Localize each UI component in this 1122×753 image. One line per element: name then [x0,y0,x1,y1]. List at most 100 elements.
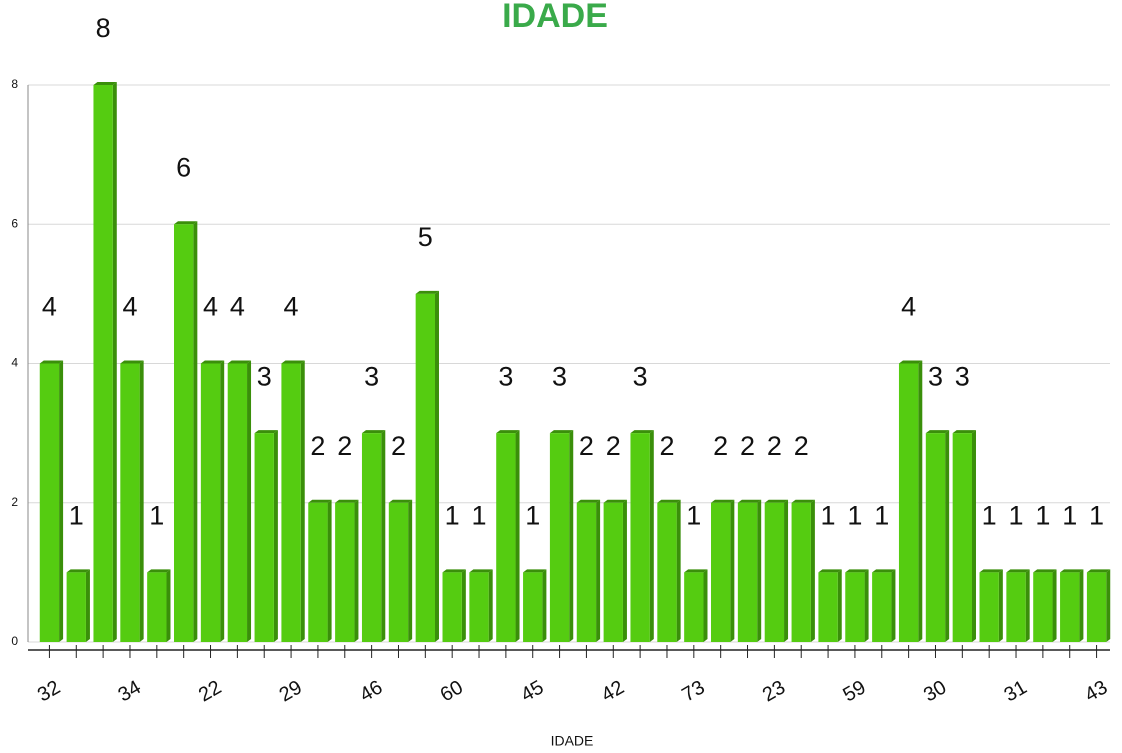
bar-top [93,82,117,85]
bar [657,502,677,642]
bar-side [1079,569,1084,642]
data-label: 1 [1035,501,1050,531]
data-label: 3 [364,361,379,391]
bar-top [66,569,90,573]
bar-top [576,499,601,503]
x-tick-label: 30 [920,676,950,706]
x-tick-label: 45 [517,676,547,706]
data-label: 2 [659,431,674,461]
bar [174,224,194,642]
bar-side [649,430,654,642]
bar [549,433,570,642]
bar-top [442,569,466,573]
bar-side [247,360,252,642]
bar-top [361,430,386,434]
bar [630,433,650,642]
bar [764,502,785,642]
data-label: 8 [96,13,111,43]
bar [335,502,355,642]
bar-top [227,360,252,364]
bar [523,572,543,642]
data-label: 3 [955,361,970,391]
data-label: 2 [606,431,621,461]
bar [711,502,731,642]
bar [845,572,865,642]
bar [66,572,86,642]
bar [200,363,221,642]
data-label: 2 [740,431,755,461]
data-label: 3 [498,361,513,391]
bar-side [569,430,574,642]
data-label: 4 [284,292,299,322]
bar [603,502,623,642]
data-label: 3 [552,361,567,391]
bar [952,433,972,642]
bar-top [603,499,627,503]
bar-side [676,499,681,642]
x-tick-label: 23 [759,676,789,706]
bar-top [335,499,359,503]
data-label: 4 [203,292,218,322]
bar-top [764,499,789,503]
data-label: 4 [42,292,57,322]
data-label: 2 [579,431,594,461]
bar [925,433,946,642]
bar [496,433,516,642]
data-label: 2 [767,431,782,461]
data-label: 1 [149,501,164,531]
x-tick-label: 59 [839,676,869,706]
bar-top [979,569,1003,573]
bar-side [998,569,1003,642]
bar [281,363,301,642]
bar-side [945,430,950,642]
data-label: 6 [176,152,191,182]
chart-title: IDADE [502,0,608,35]
x-tick-label: 29 [276,676,306,706]
bar [1060,572,1080,642]
bar-side [1025,569,1030,642]
bar [469,572,489,642]
bar-top [549,430,574,434]
bar-top [925,430,950,434]
data-label: 1 [1009,501,1024,531]
bar [872,572,892,642]
bar [576,502,597,642]
x-tick-label: 31 [1001,676,1031,706]
bar-side [381,430,386,642]
bar-side [1106,569,1111,642]
bar-top [469,569,493,573]
bar-side [918,360,923,642]
bar [39,363,60,642]
bar-side [85,569,90,642]
bar [791,502,811,642]
bar [308,502,328,642]
bar-side [354,499,359,642]
y-tick-label: 8 [11,77,18,91]
bar-top [388,499,413,503]
y-tick-label: 4 [11,356,18,370]
bar-side [864,569,869,642]
data-label: 1 [686,501,701,531]
bar-side [596,499,601,642]
bar-top [872,569,896,573]
bar-side [166,569,171,642]
data-label: 1 [1062,501,1077,531]
bar-side [488,569,493,642]
data-label: 5 [418,222,433,252]
bar-top [1060,569,1084,573]
bar-side [730,499,735,642]
bar-top [174,221,198,225]
bar-top [415,290,439,294]
bar-side [300,360,305,642]
bar [415,293,435,642]
data-label: 1 [472,501,487,531]
bar-side [971,430,976,642]
bar-side [515,430,520,642]
y-tick-label: 0 [11,634,18,648]
bar-top [657,499,681,503]
bar-side [220,360,225,642]
bar-top [496,430,520,434]
data-label: 3 [928,361,943,391]
data-label: 3 [633,361,648,391]
